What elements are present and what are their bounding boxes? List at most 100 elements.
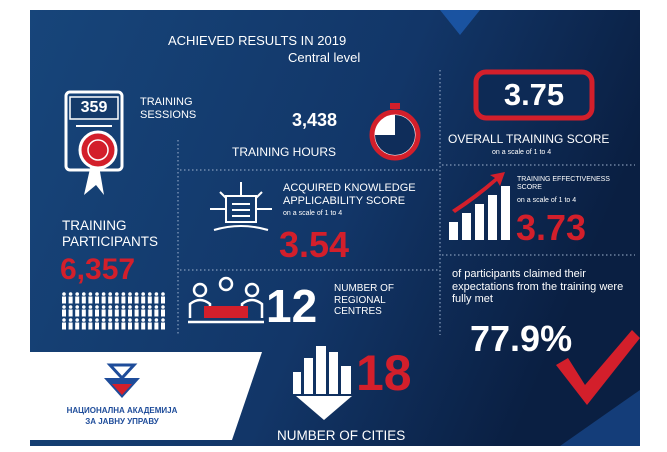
regional-label: NUMBER OF REGIONAL CENTRES xyxy=(334,283,394,317)
people-icons xyxy=(62,292,165,330)
person-body xyxy=(108,296,113,304)
person-body xyxy=(108,309,113,317)
person-body xyxy=(147,322,152,330)
person-body xyxy=(114,322,119,330)
person-head xyxy=(88,292,93,296)
decor-triangle xyxy=(440,10,480,35)
person-body xyxy=(114,309,119,317)
stopwatch-icon xyxy=(369,103,421,161)
person-body xyxy=(141,322,146,330)
person-body xyxy=(121,322,126,330)
person-body xyxy=(62,296,66,304)
person-head xyxy=(141,318,145,322)
person-body xyxy=(121,296,126,304)
person-head xyxy=(128,318,132,322)
person-head xyxy=(88,305,93,309)
person-head xyxy=(62,318,66,322)
person-head xyxy=(101,305,106,309)
person-body xyxy=(154,296,159,304)
person-head xyxy=(154,318,159,322)
effectiveness-number: 3.73 xyxy=(516,207,587,248)
person-body xyxy=(75,309,80,317)
overall-scale: on a scale of 1 to 4 xyxy=(492,149,552,156)
person-head xyxy=(134,318,139,322)
person-head xyxy=(115,292,119,296)
person-body xyxy=(75,322,80,330)
person-head xyxy=(68,318,73,322)
person-body xyxy=(88,309,93,317)
person-body xyxy=(114,296,119,304)
person-body xyxy=(101,296,106,304)
person-head xyxy=(75,305,79,309)
person-body xyxy=(161,309,165,317)
hours-number: 3,438 xyxy=(292,110,338,130)
person-body xyxy=(154,322,159,330)
person-head xyxy=(62,292,66,296)
person-body xyxy=(68,309,73,317)
person-head xyxy=(115,305,119,309)
effectiveness-scale: on a scale of 1 to 4 xyxy=(517,197,577,204)
person-head xyxy=(95,292,99,296)
overall-number: 3.75 xyxy=(503,77,565,112)
arrow-icon xyxy=(452,172,505,213)
person-head xyxy=(121,292,126,296)
person-head xyxy=(134,305,139,309)
person-head xyxy=(108,292,112,296)
person-body xyxy=(134,296,139,304)
person-body xyxy=(128,296,132,304)
person-body xyxy=(75,296,80,304)
certificate-icon xyxy=(64,90,124,195)
sessions-label: TRAINING SESSIONS xyxy=(140,96,197,121)
person-body xyxy=(128,309,132,317)
person-head xyxy=(121,318,126,322)
person-head xyxy=(115,318,119,322)
person-body xyxy=(88,322,93,330)
person-body xyxy=(101,309,106,317)
cities-number: 18 xyxy=(356,345,412,401)
regional-icon xyxy=(188,276,264,324)
person-body xyxy=(141,296,146,304)
person-head xyxy=(161,292,165,296)
person-head xyxy=(128,292,132,296)
logo-line2: ЗА ЈАВНУ УПРАВУ xyxy=(85,417,159,426)
person-head xyxy=(95,318,99,322)
checkmark xyxy=(556,330,640,405)
person-body xyxy=(68,322,73,330)
expectations-number: 77.9% xyxy=(470,318,573,359)
bars-icon xyxy=(449,186,510,240)
knowledge-label: ACQUIRED KNOWLEDGE APPLICABILITY SCORE xyxy=(283,182,416,207)
participants-label: TRAINING PARTICIPANTS xyxy=(62,218,159,249)
logo-icon xyxy=(104,363,140,398)
cities-label: NUMBER OF CITIES xyxy=(277,428,406,443)
person-head xyxy=(68,292,73,296)
subtitle: Central level xyxy=(288,50,361,65)
person-body xyxy=(147,296,152,304)
person-body xyxy=(141,309,146,317)
decor-triangle xyxy=(560,390,640,446)
person-head xyxy=(148,305,152,309)
person-body xyxy=(62,309,66,317)
person-body xyxy=(88,296,93,304)
person-head xyxy=(128,305,132,309)
effectiveness-label: TRAINING EFFECTIVENESS SCORE xyxy=(517,176,610,192)
person-body xyxy=(134,309,139,317)
person-body xyxy=(81,296,86,304)
person-head xyxy=(148,318,152,322)
person-body xyxy=(154,309,159,317)
logo-line1: НАЦИОНАЛНА АКАДЕМИЈА xyxy=(66,406,178,415)
person-head xyxy=(161,305,165,309)
person-body xyxy=(161,322,165,330)
score-box xyxy=(473,69,595,121)
person-head xyxy=(82,292,86,296)
person-head xyxy=(95,305,99,309)
person-body xyxy=(68,296,73,304)
person-head xyxy=(82,318,86,322)
person-head xyxy=(68,305,73,309)
person-head xyxy=(121,305,126,309)
person-head xyxy=(141,305,145,309)
person-head xyxy=(141,292,145,296)
person-body xyxy=(95,309,99,317)
person-body xyxy=(161,296,165,304)
person-head xyxy=(134,292,139,296)
